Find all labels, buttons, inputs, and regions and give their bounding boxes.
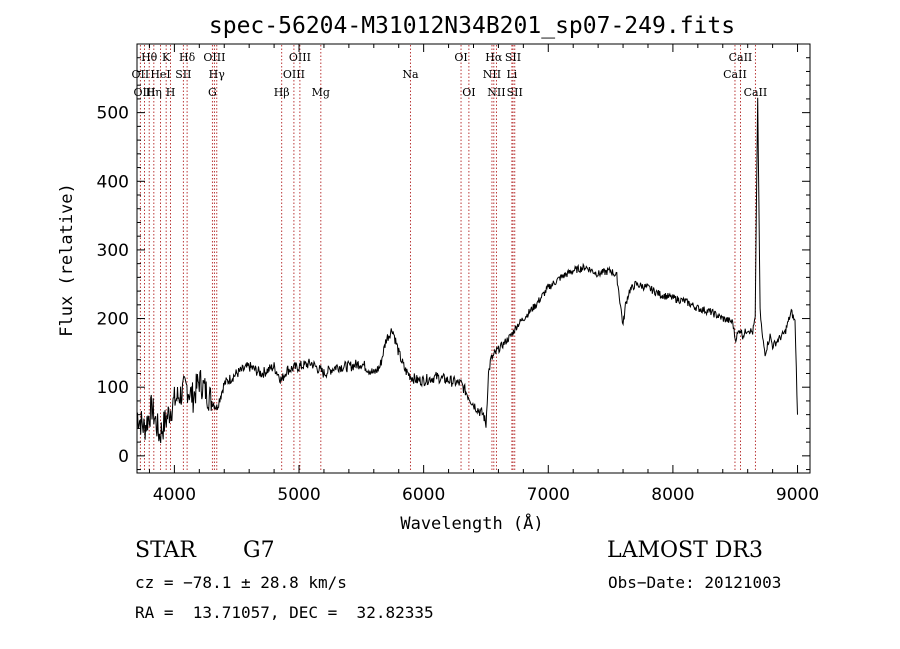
spectral-line-label: SII [507,86,523,99]
x-tick-label: 5000 [277,485,320,505]
chart-title: spec-56204-M31012N34B201_sp07-249.fits [209,13,735,39]
spectral-line-label: Mg [312,86,330,99]
spectral-line-label: K [162,51,171,64]
spectral-line-markers [139,45,756,472]
redshift-readout: cz = −78.1 ± 28.8 km/s [135,573,347,592]
spectral-line-label: HeI [150,68,170,81]
y-tick-label: 100 [97,378,129,398]
spectral-line-label: Li [506,68,517,81]
spectral-line-label: OI [454,51,467,64]
spectral-line-label: CaII [723,68,747,81]
spectrum-series-line [136,97,798,444]
spectral-line-label: OIII [283,68,305,81]
spectral-line-label: OIII [203,51,225,64]
spectral-line-label: Na [402,68,419,81]
spectral-line-label: SII [175,68,191,81]
spectral-line-label: Hβ [274,86,290,99]
y-tick-label: 200 [97,310,129,330]
spectral-line-label: Hδ [179,51,196,64]
y-tick-label: 400 [97,172,129,192]
spectral-line-label: Hγ [209,68,226,81]
spectral-line-label: Hη [146,86,162,99]
spectral-line-label: NII [487,86,505,99]
survey-name: LAMOST DR3 [607,538,763,563]
spectral-line-label: Hθ [141,51,158,64]
y-axis-label: Flux (relative) [57,183,77,337]
spectral-line-label: OIII [289,51,311,64]
spectral-line-label: SII [505,51,521,64]
spectral-line-label: CaII [729,51,753,64]
spectral-line-label: G [208,86,217,99]
spectral-line-label: Hα [485,51,503,64]
x-tick-label: 4000 [153,485,196,505]
spectral-line-label: H [166,86,176,99]
spectral-line-label: OIII [133,86,155,99]
x-tick-label: 6000 [402,485,445,505]
spectral-line-label: NII [483,68,501,81]
spectral-line-label: OII [132,68,150,81]
spectral-line-label: CaII [744,86,768,99]
coordinates-readout: RA = 13.71057, DEC = 32.82335 [135,603,434,622]
y-tick-label: 500 [97,104,129,124]
x-tick-label: 9000 [776,485,819,505]
spectral-line-label: OI [462,86,475,99]
x-tick-label: 7000 [527,485,570,505]
x-tick-label: 8000 [651,485,694,505]
y-tick-label: 300 [97,241,129,261]
obs-date: Obs−Date: 20121003 [608,573,782,592]
object-class: STAR [135,538,196,563]
y-axis-ticks: 0 100 200 300 400 500 [97,57,810,471]
x-axis-ticks: 4000 5000 6000 7000 8000 9000 [148,44,819,505]
x-axis-label: Wavelength (Å) [400,512,543,534]
y-tick-label: 0 [118,447,129,467]
subclass: G7 [243,538,275,563]
